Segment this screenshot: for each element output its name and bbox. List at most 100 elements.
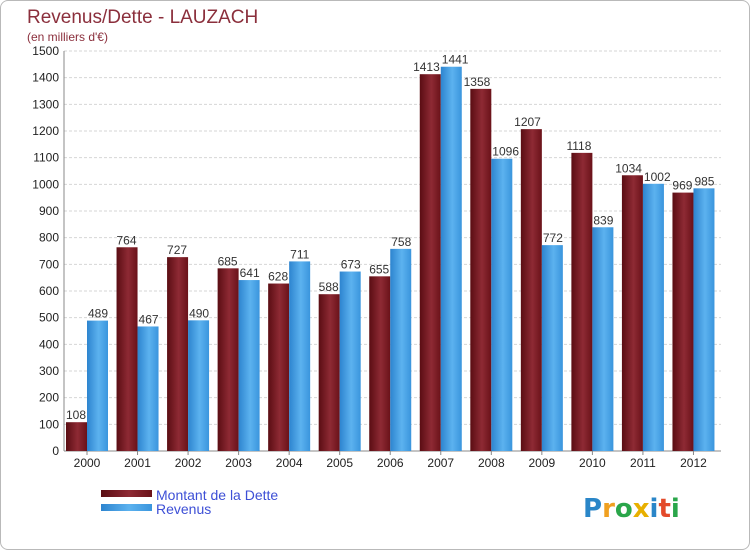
bar-revenus	[541, 245, 563, 451]
legend-swatch-revenus	[101, 504, 152, 511]
bar-revenus	[693, 188, 715, 452]
y-tick-label: 1400	[32, 71, 59, 85]
y-tick-label: 1000	[32, 177, 59, 191]
legend-label-revenus: Revenus	[156, 501, 211, 517]
data-label: 673	[341, 258, 361, 272]
data-label: 655	[369, 262, 389, 276]
y-axis-ticks: 0 100 200 300 400 500 600 700 800 900 1000 1100 1200…	[32, 44, 59, 458]
data-label: 641	[240, 266, 260, 280]
legend-label-debt: Montant de la Dette	[156, 487, 278, 503]
legend: Montant de la Dette Revenus	[101, 487, 278, 517]
svg-text:Proxiti: Proxiti	[583, 494, 680, 524]
data-label: 727	[167, 243, 187, 257]
y-tick-label: 1200	[32, 124, 59, 138]
bar-revenus	[87, 320, 108, 451]
chart-subtitle: (en milliers d'€)	[27, 30, 108, 44]
y-tick-label: 1100	[33, 151, 59, 165]
bar-revenus	[491, 158, 513, 451]
y-tick-label: 800	[39, 231, 59, 245]
bar-dette	[520, 129, 542, 451]
x-tick-label: 2003	[225, 456, 252, 470]
data-label: 108	[66, 408, 86, 422]
bar-dette	[318, 294, 340, 451]
bar-dette	[167, 257, 189, 451]
logo-letter: o	[615, 494, 633, 524]
x-tick-label: 2010	[579, 456, 606, 470]
data-label: 1358	[464, 75, 491, 89]
bar-dette	[116, 247, 138, 451]
data-label: 467	[139, 312, 159, 326]
y-tick-label: 500	[39, 311, 59, 325]
x-tick-label: 2002	[175, 456, 202, 470]
data-label: 628	[268, 270, 288, 284]
bar-revenus	[137, 326, 159, 451]
bar-dette	[217, 268, 239, 451]
data-label: 772	[543, 231, 563, 245]
y-tick-label: 1300	[32, 97, 59, 111]
logo-letter: i	[671, 494, 680, 524]
bar-revenus	[592, 227, 614, 451]
bar-dette	[571, 152, 593, 451]
bar-dette	[470, 88, 492, 451]
bar-dette	[369, 276, 391, 451]
data-label: 1096	[492, 145, 519, 159]
logo-letter: x	[633, 494, 650, 524]
data-label: 490	[189, 306, 209, 320]
data-label: 1207	[514, 115, 541, 129]
data-label: 685	[218, 254, 238, 268]
y-tick-label: 600	[39, 284, 59, 298]
data-label: 969	[672, 179, 692, 193]
data-label: 1413	[413, 60, 440, 74]
y-tick-label: 700	[39, 257, 59, 271]
logo-letter: r	[602, 494, 615, 524]
logo-letter: i	[650, 494, 659, 524]
bar-revenus	[289, 261, 311, 451]
logo-letter: P	[583, 494, 602, 524]
bar-dette	[621, 175, 643, 451]
x-tick-label: 2004	[276, 456, 303, 470]
x-tick-label: 2007	[427, 456, 454, 470]
bar-revenus	[390, 248, 412, 451]
data-label: 711	[290, 247, 309, 261]
bar-dette	[672, 192, 694, 451]
data-label: 1118	[566, 139, 591, 153]
x-tick-label: 2011	[630, 456, 656, 470]
bar-dette	[419, 74, 441, 451]
bar-revenus	[440, 66, 462, 451]
data-label: 489	[88, 307, 108, 321]
x-tick-label: 2005	[326, 456, 353, 470]
y-tick-label: 0	[52, 444, 59, 458]
data-label: 1441	[442, 53, 469, 67]
x-tick-label: 2008	[478, 456, 505, 470]
bar-dette	[66, 422, 87, 451]
data-label: 758	[391, 235, 411, 249]
x-tick-label: 2006	[377, 456, 404, 470]
y-tick-label: 100	[39, 417, 59, 431]
data-label: 839	[593, 213, 613, 227]
legend-swatch-debt	[101, 490, 152, 497]
data-label: 588	[319, 280, 339, 294]
y-tick-label: 300	[39, 364, 59, 378]
x-axis-ticks: 2000 2001 2002 2003 2004 2005 2006 2007 2008 2009…	[74, 451, 707, 470]
bar-revenus	[188, 320, 210, 451]
proxiti-logo: Proxiti	[583, 494, 680, 524]
bar-revenus	[339, 271, 361, 451]
x-tick-label: 2001	[124, 456, 151, 470]
x-tick-label: 2009	[528, 456, 555, 470]
bars-layer	[66, 66, 715, 452]
bar-revenus	[238, 280, 260, 451]
bar-revenus	[642, 183, 664, 452]
logo-letter: t	[658, 494, 670, 524]
chart-title: Revenus/Dette - LAUZACH	[27, 7, 258, 28]
y-tick-label: 400	[39, 337, 59, 351]
x-tick-label: 2000	[74, 456, 101, 470]
y-tick-label: 200	[39, 391, 59, 405]
data-label: 764	[117, 233, 137, 247]
data-label: 1034	[615, 161, 642, 175]
y-tick-label: 1500	[32, 44, 59, 58]
x-tick-label: 2012	[680, 456, 707, 470]
data-label: 1002	[644, 170, 671, 184]
